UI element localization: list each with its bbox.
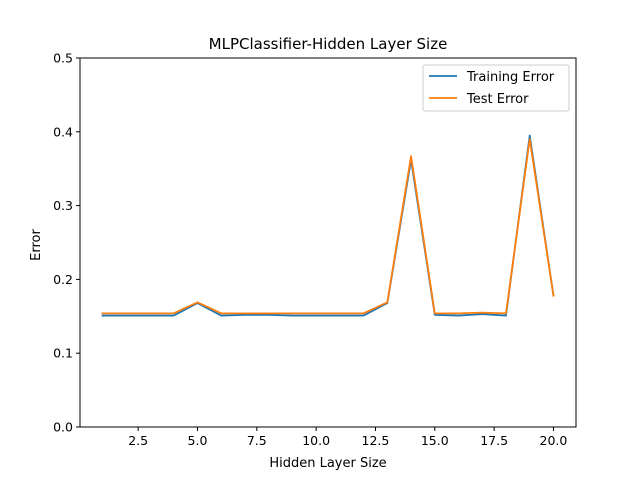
y-tick-label: 0.2 — [53, 272, 73, 287]
plot-area: 2.5 5.0 7.5 10.0 12.5 15.0 17.5 20.0 0.0 0.1 0.2 0.… — [53, 51, 577, 448]
y-tick-label: 0.1 — [53, 346, 73, 361]
axes-frame — [79, 57, 577, 428]
legend-label: Training Error — [466, 70, 555, 85]
y-tick-label: 0.0 — [53, 420, 73, 435]
x-tick-label: 17.5 — [480, 433, 508, 448]
x-tick-label: 20.0 — [540, 433, 568, 448]
chart-title: MLPClassifier-Hidden Layer Size — [209, 35, 448, 53]
x-tick-label: 2.5 — [128, 433, 148, 448]
legend: Training Error Test Error — [422, 64, 570, 112]
series-line-2 — [101, 138, 555, 315]
y-tick-label: 0.5 — [53, 51, 73, 66]
y-axis-label: Error — [29, 229, 44, 261]
x-tick-label: 12.5 — [362, 433, 390, 448]
x-tick-label: 10.0 — [302, 433, 330, 448]
x-tick-label: 15.0 — [421, 433, 449, 448]
y-tick-label: 0.4 — [53, 124, 73, 139]
legend-label: Test Error — [466, 92, 529, 107]
series-line-1 — [101, 134, 555, 317]
legend-box — [422, 64, 570, 112]
x-tick-label: 5.0 — [188, 433, 208, 448]
y-tick-label: 0.3 — [53, 198, 73, 213]
x-axis-label: Hidden Layer Size — [269, 456, 386, 471]
x-tick-label: 7.5 — [247, 433, 267, 448]
